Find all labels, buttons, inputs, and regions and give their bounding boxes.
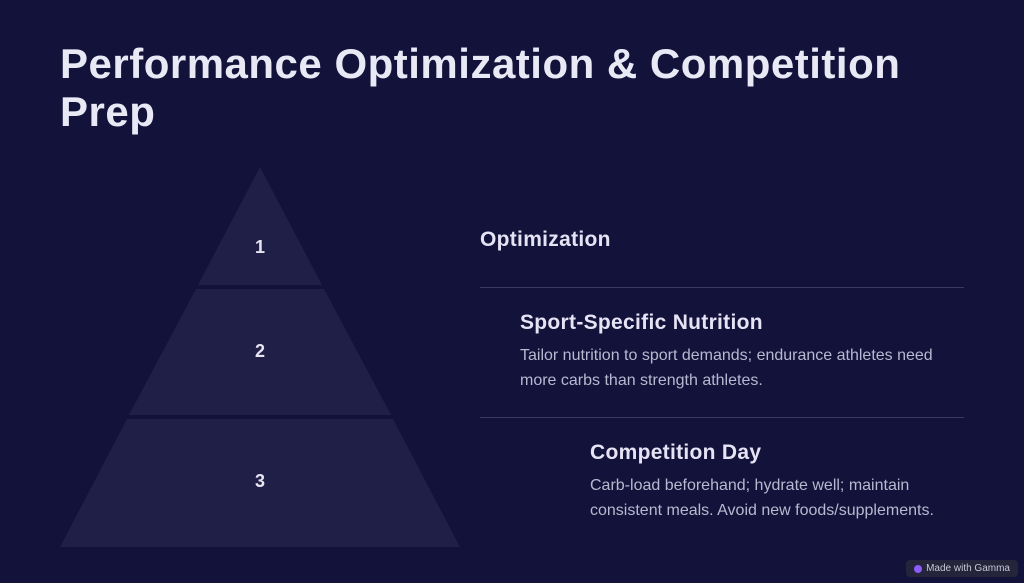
tier-1-title: Optimization xyxy=(480,228,964,252)
pyramid-number-2: 2 xyxy=(255,341,265,362)
badge-label: Made with Gamma xyxy=(926,563,1010,574)
tier-3-title: Competition Day xyxy=(590,441,964,465)
page-title: Performance Optimization & Competition P… xyxy=(60,40,964,137)
tier-1: Optimization xyxy=(480,167,964,287)
tier-2: Sport-Specific Nutrition Tailor nutritio… xyxy=(480,287,964,417)
pyramid-number-wrap-3: 3 xyxy=(60,417,460,547)
pyramid-column: 1 2 3 xyxy=(60,167,460,553)
slide: Performance Optimization & Competition P… xyxy=(0,0,1024,583)
tier-2-title: Sport-Specific Nutrition xyxy=(520,311,964,335)
tier-3: Competition Day Carb-load beforehand; hy… xyxy=(480,417,964,547)
made-with-badge[interactable]: Made with Gamma xyxy=(906,560,1018,577)
pyramid-number-wrap-2: 2 xyxy=(60,287,460,417)
content-area: 1 2 3 Optimization Sport-Specific Nutrit… xyxy=(60,167,964,553)
gamma-icon xyxy=(914,565,922,573)
pyramid-number-1: 1 xyxy=(255,195,265,258)
tier-2-body: Tailor nutrition to sport demands; endur… xyxy=(520,343,964,394)
tier-text-column: Optimization Sport-Specific Nutrition Ta… xyxy=(460,167,964,553)
pyramid-number-3: 3 xyxy=(255,471,265,492)
tier-3-body: Carb-load beforehand; hydrate well; main… xyxy=(590,473,964,524)
pyramid-number-wrap-1: 1 xyxy=(60,167,460,287)
